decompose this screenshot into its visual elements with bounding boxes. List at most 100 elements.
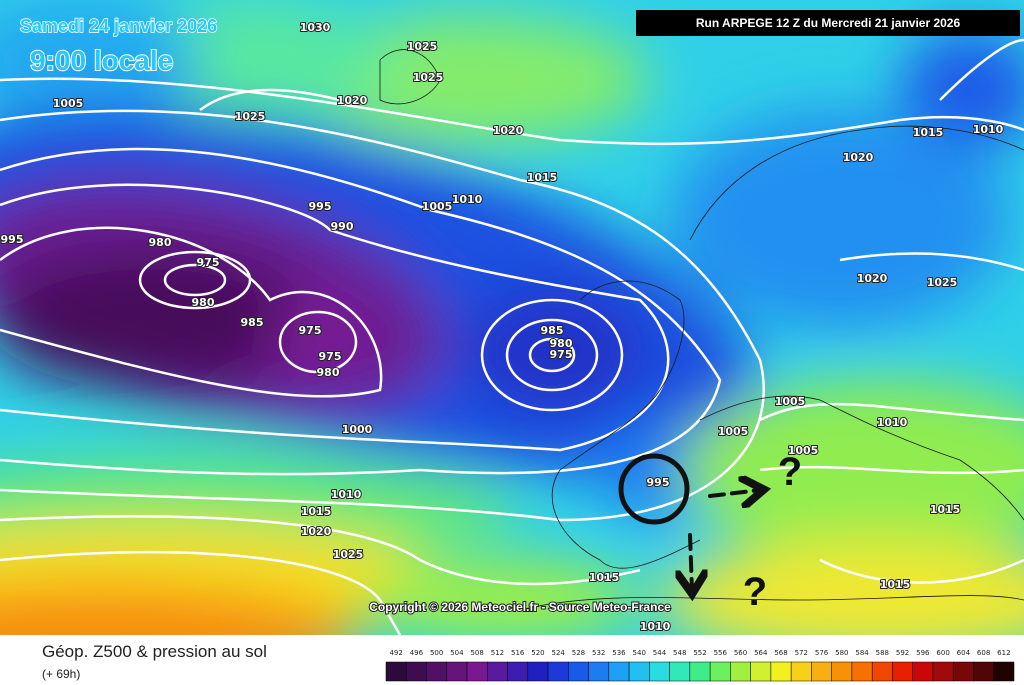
legend-swatch [973, 661, 994, 682]
isobar-label: 1010 [973, 123, 1004, 136]
legend-level: 568 [774, 649, 787, 657]
isobar-label: 980 [550, 337, 573, 350]
legend-level: 600 [936, 649, 949, 657]
legend-swatch [952, 661, 974, 682]
isobar-label: 1005 [718, 425, 749, 438]
legend-level: 496 [410, 649, 424, 657]
isobar-label: 1025 [333, 548, 364, 561]
isobar-label: 1020 [493, 124, 524, 137]
isobar-label: 995 [309, 200, 332, 213]
isobar-label: 1020 [301, 525, 332, 538]
legend-level: 528 [572, 649, 585, 657]
isobar-label: 985 [241, 316, 264, 329]
legend-level: 544 [653, 649, 667, 657]
isobar-label: 1000 [342, 423, 373, 436]
legend-swatch [649, 661, 670, 682]
isobar-label: 1015 [913, 126, 944, 139]
footer-title: Géop. Z500 & pression au sol [42, 642, 267, 661]
legend-swatch [527, 661, 549, 682]
isobar-label: 1025 [407, 40, 438, 53]
isobar-label: 1020 [857, 272, 888, 285]
isobars [0, 38, 1024, 635]
isobar-label: 975 [197, 256, 220, 269]
legend-level: 580 [835, 649, 848, 657]
legend-swatch [568, 661, 589, 682]
coastlines [379, 49, 1024, 611]
isobar-label: 1010 [452, 193, 483, 206]
legend-swatch [993, 661, 1015, 682]
legend-swatch [628, 661, 650, 682]
legend-swatch [689, 661, 711, 682]
footer-lead: (+ 69h) [42, 667, 80, 681]
isobar-label: 980 [149, 236, 172, 249]
legend-swatch [932, 661, 954, 682]
isobar-label: 1005 [775, 395, 806, 408]
legend-swatch [406, 661, 427, 682]
legend-swatch [385, 661, 407, 682]
legend-level: 492 [389, 649, 402, 657]
legend-level: 612 [997, 649, 1010, 657]
legend-level: 564 [754, 649, 768, 657]
isobar-label: 1020 [843, 151, 874, 164]
isobar-label: 995 [1, 233, 24, 246]
isobar-label: 1015 [301, 505, 332, 518]
isobar-label: 980 [317, 366, 340, 379]
legend-level: 572 [795, 649, 808, 657]
legend: 492 496 500 504 508 512 516 520 524 528 532 536 540 5… [385, 649, 1015, 682]
legend-level: 512 [491, 649, 504, 657]
legend-level: 532 [592, 649, 605, 657]
isobar-labels: 995 9809759809859759759809859809751000995… [0, 20, 1005, 634]
legend-swatch [851, 661, 873, 682]
isobar-label: 1025 [927, 276, 958, 289]
legend-level: 604 [957, 649, 971, 657]
legend-swatch [750, 661, 772, 682]
legend-swatch [487, 661, 508, 682]
isobar-label: 1005 [53, 97, 84, 110]
legend-level: 576 [815, 649, 829, 657]
legend-swatch [770, 661, 792, 682]
isobar-label: 995 [647, 476, 670, 489]
legend-swatch [892, 661, 913, 682]
legend-level: 596 [916, 649, 930, 657]
legend-swatch [608, 661, 630, 682]
legend-swatch [446, 661, 468, 682]
legend-swatch [790, 661, 812, 682]
legend-level: 508 [470, 649, 483, 657]
legend-swatch [669, 661, 691, 682]
legend-level: 504 [450, 649, 464, 657]
legend-level: 520 [531, 649, 544, 657]
annotation: ? [743, 570, 767, 614]
legend-swatch [912, 661, 934, 682]
legend-swatch [831, 661, 853, 682]
isobar-label: 975 [299, 324, 322, 337]
legend-level: 516 [511, 649, 525, 657]
legend-level: 592 [896, 649, 909, 657]
legend-swatch [507, 661, 529, 682]
valid-time: 9:00 locale [30, 45, 173, 76]
isobar-label: 1015 [589, 571, 620, 584]
isobar-label: 985 [541, 324, 564, 337]
isobar-label: 980 [192, 296, 215, 309]
legend-level: 552 [693, 649, 706, 657]
isobar-label: 1005 [422, 200, 453, 213]
legend-swatch [730, 661, 751, 682]
legend-level: 548 [673, 649, 686, 657]
legend-level: 608 [977, 649, 990, 657]
isobar-label: 1010 [331, 488, 362, 501]
legend-level: 540 [633, 649, 646, 657]
legend-swatch [426, 661, 448, 682]
annotation: ? [778, 450, 802, 494]
run-banner [636, 10, 1020, 36]
isobar-label: 1020 [337, 94, 368, 107]
isobar-label: 1015 [880, 578, 911, 591]
isobar-label: 975 [319, 350, 342, 363]
legend-level: 588 [876, 649, 889, 657]
isobar-label: 990 [331, 220, 354, 233]
legend-level: 500 [430, 649, 443, 657]
legend-level: 560 [734, 649, 747, 657]
legend-swatch [588, 661, 610, 682]
isobar-label: 1015 [527, 171, 558, 184]
isobar-label: 1005 [788, 444, 819, 457]
isobar-label: 1025 [235, 110, 266, 123]
